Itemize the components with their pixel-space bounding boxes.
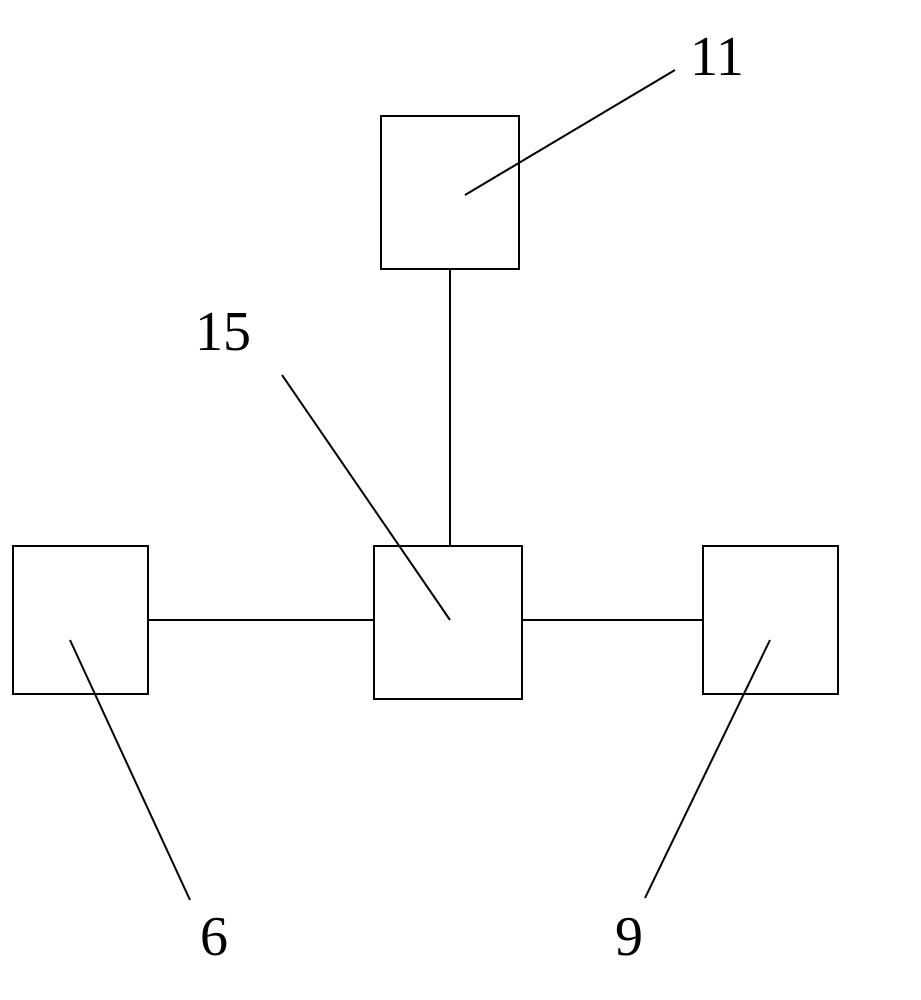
diagram-container: 11 15 6 9 [0,0,921,1000]
label-11: 11 [690,25,744,89]
box-top [380,115,520,270]
box-left [12,545,149,695]
box-center [373,545,523,700]
label-15: 15 [195,300,251,364]
label-6: 6 [200,905,228,969]
label-9: 9 [615,905,643,969]
box-right [702,545,839,695]
